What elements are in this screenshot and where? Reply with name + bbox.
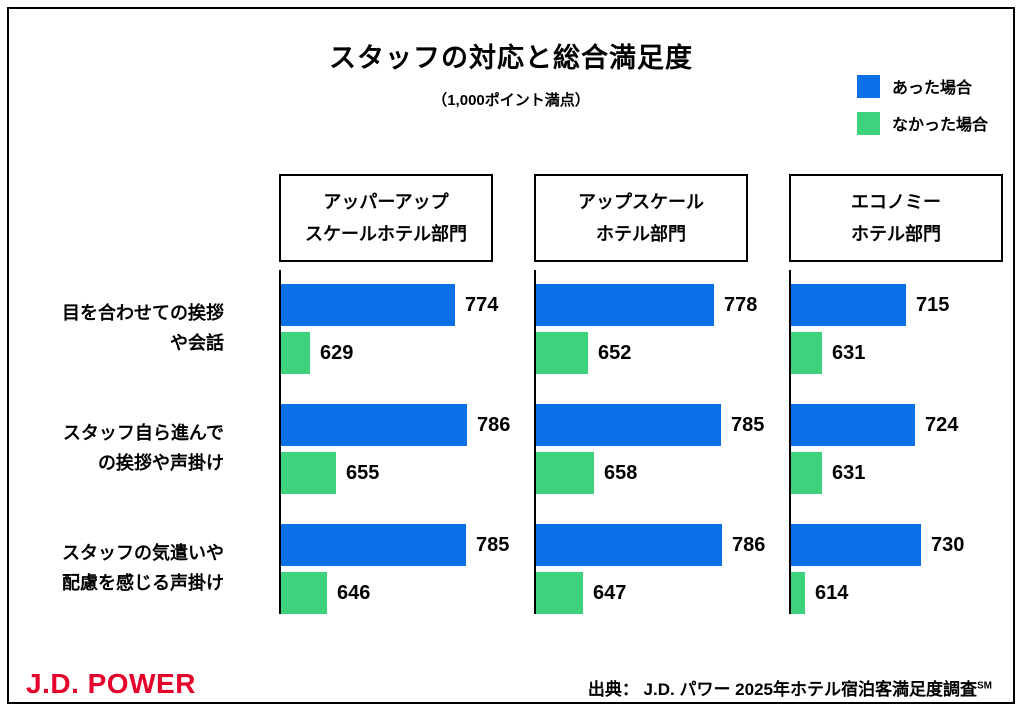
bar-group: 715 631 (791, 284, 1003, 374)
panel: エコノミー ホテル部門 715 631 724 631 730 614 (789, 174, 1003, 632)
bar-row: 786 (281, 404, 510, 446)
bar-present (791, 284, 906, 326)
bar-group: 724 631 (791, 404, 1003, 494)
bar-absent (536, 452, 594, 494)
panel-title: エコノミー ホテル部門 (789, 174, 1003, 262)
panel: アップスケール ホテル部門 778 652 785 658 786 647 (534, 174, 765, 632)
bar-group: 730 614 (791, 524, 1003, 614)
bar-absent (536, 332, 588, 374)
bar-row: 778 (536, 284, 757, 326)
bar-row: 646 (281, 572, 493, 614)
bar-absent (791, 332, 822, 374)
bar-row: 631 (791, 332, 1003, 374)
bar-row: 774 (281, 284, 498, 326)
bar-present (791, 404, 915, 446)
bar-absent (791, 452, 822, 494)
bar-present (281, 284, 455, 326)
bar-row: 652 (536, 332, 748, 374)
bar-row: 658 (536, 452, 748, 494)
bar-value: 652 (598, 341, 632, 364)
panel-body: 715 631 724 631 730 614 (789, 270, 1003, 614)
chart-subtitle: （1,000ポイント満点） (432, 92, 590, 109)
bar-row: 647 (536, 572, 748, 614)
legend-swatch (856, 111, 880, 135)
bar-absent (281, 452, 336, 494)
bar-value: 786 (732, 533, 766, 556)
jdpower-logo: J.D. POWER (26, 668, 196, 699)
bar-group: 785 646 (281, 524, 509, 614)
bar-present (536, 524, 722, 566)
bar-group: 786 655 (281, 404, 510, 494)
bar-row: 786 (536, 524, 765, 566)
bar-present (281, 404, 467, 446)
legend-item: あった場合 (856, 74, 988, 98)
bar-present (791, 524, 921, 566)
bar-value: 730 (931, 533, 965, 556)
bar-value: 631 (832, 341, 866, 364)
bar-value: 724 (925, 413, 959, 436)
bar-present (536, 284, 714, 326)
row-label: スタッフ自ら進んで の挨拶や声掛け (62, 423, 224, 473)
panel-title: アッパーアップ スケールホテル部門 (279, 174, 493, 262)
bar-row: 724 (791, 404, 1003, 446)
bar-row: 715 (791, 284, 1003, 326)
source-superscript: SM (977, 680, 992, 692)
bar-value: 785 (476, 533, 510, 556)
bar-row: 631 (791, 452, 1003, 494)
bar-present (281, 524, 466, 566)
source-text: 出典： J.D. パワー 2025年ホテル宿泊客満足度調査SM (588, 675, 992, 700)
bar-value: 629 (320, 341, 354, 364)
bar-group: 785 658 (536, 404, 764, 494)
legend-item: なかった場合 (856, 111, 988, 135)
source-label: 出典： J.D. パワー 2025年ホテル宿泊客満足度調査 (587, 680, 977, 699)
bar-absent (791, 572, 805, 614)
legend-swatch (856, 74, 880, 98)
bar-value: 774 (465, 293, 499, 316)
footer: J.D. POWER 出典： J.D. パワー 2025年ホテル宿泊客満足度調査… (0, 668, 1022, 700)
bar-row: 785 (281, 524, 509, 566)
legend: あった場合なかった場合 (856, 74, 988, 148)
row-label: 目を合わせての挨拶 や会話 (62, 303, 224, 353)
bar-absent (281, 572, 327, 614)
panel-body: 774 629 786 655 785 646 (279, 270, 510, 614)
row-labels: 目を合わせての挨拶 や会話 スタッフ自ら進んで の挨拶や声掛け スタッフの気遣いや 配慮を… (12, 174, 238, 644)
panel: アッパーアップ スケールホテル部門 774 629 786 655 785 646 (279, 174, 510, 632)
bar-value: 786 (477, 413, 511, 436)
bar-row: 614 (791, 572, 1003, 614)
title-block: スタッフの対応と総合満足度 （1,000ポイント満点） (0, 0, 1022, 110)
bar-row: 730 (791, 524, 1003, 566)
chart: 目を合わせての挨拶 や会話 スタッフ自ら進んで の挨拶や声掛け スタッフの気遣いや 配慮を… (0, 174, 1022, 644)
bar-value: 715 (916, 293, 950, 316)
bar-group: 786 647 (536, 524, 765, 614)
bar-value: 785 (731, 413, 765, 436)
panel-title: アップスケール ホテル部門 (534, 174, 748, 262)
panel-body: 778 652 785 658 786 647 (534, 270, 765, 614)
bar-group: 778 652 (536, 284, 757, 374)
bar-value: 614 (815, 581, 849, 604)
legend-label: なかった場合 (891, 117, 988, 134)
row-label: スタッフの気遣いや 配慮を感じる声掛け (62, 543, 224, 593)
panels: アッパーアップ スケールホテル部門 774 629 786 655 785 646 アップスケー… (238, 174, 1003, 632)
bar-group: 774 629 (281, 284, 498, 374)
bar-absent (536, 572, 583, 614)
bar-row: 655 (281, 452, 493, 494)
bar-value: 647 (593, 581, 627, 604)
bar-value: 646 (337, 581, 371, 604)
page-title: スタッフの対応と総合満足度 (329, 43, 693, 73)
bar-row: 629 (281, 332, 493, 374)
bar-value: 778 (724, 293, 758, 316)
bar-absent (281, 332, 310, 374)
bar-value: 655 (346, 461, 380, 484)
bar-value: 658 (604, 461, 638, 484)
legend-label: あった場合 (891, 80, 972, 97)
bar-present (536, 404, 721, 446)
bar-row: 785 (536, 404, 764, 446)
bar-value: 631 (832, 461, 866, 484)
